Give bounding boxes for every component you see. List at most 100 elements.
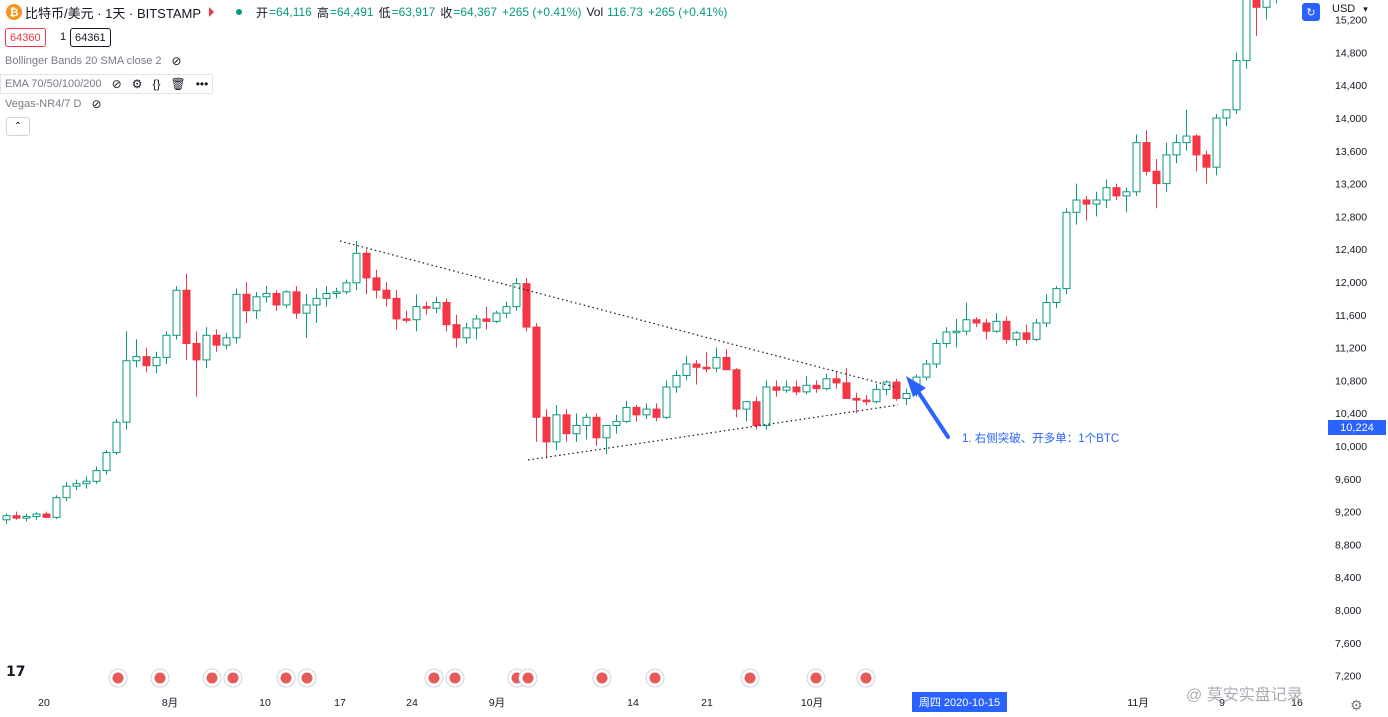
low-label: 低 [378,5,391,20]
more-icon[interactable]: ••• [195,77,209,91]
candle [692,359,701,385]
candle [252,291,261,319]
candle [162,331,171,364]
buy-button[interactable]: 64361 [70,28,111,47]
vol-label: Vol [586,5,604,19]
currency-label: USD [1332,3,1356,15]
candle [842,368,851,399]
flag-marker-icon [154,672,166,684]
price-tick-label: 11,200 [1335,343,1366,355]
candle [1012,331,1021,346]
price-tick-label: 12,400 [1335,244,1367,256]
candle [362,249,371,295]
price-tick-label: 7,600 [1335,638,1361,650]
price-tick-label: 14,000 [1335,113,1367,125]
candle [1262,0,1271,20]
candle [1276,0,1277,4]
candle [142,347,151,373]
low-value: =63,917 [391,5,436,19]
time-tick-label: 14 [627,697,639,709]
candle [152,351,161,374]
candle [932,339,941,369]
flag-icon[interactable] [209,7,214,17]
candle [332,287,341,299]
candle [742,400,751,422]
candle [1002,316,1011,344]
flag-marker-icon [112,672,124,684]
candle [522,277,531,332]
trash-icon[interactable]: 🗑 [170,77,186,91]
symbol-title[interactable]: 比特币/美元 · 1天 · BITSTAMP [25,5,201,21]
settings-icon[interactable]: ⚙ [131,77,143,91]
watermark: @ 莫安实盘记录 [1186,687,1303,704]
eye-off-icon[interactable]: ⊘ [91,97,102,111]
time-tick-label: 9 [1219,697,1225,709]
candle [1192,134,1201,172]
tradingview-logo[interactable]: 17 [6,664,26,680]
candle [122,331,131,430]
candle [812,380,821,393]
candle [562,409,571,442]
candle [372,269,381,299]
candle [1142,130,1151,176]
high-value: =64,491 [329,5,374,19]
candle [722,349,731,371]
gear-icon[interactable]: ⚙ [1350,697,1363,713]
candle [642,403,651,419]
flag-marker-icon [227,672,239,684]
candle [352,241,361,291]
candle [1032,318,1041,342]
trade-annotation[interactable]: 1. 右侧突破、开多单：1个BTC [962,433,1120,445]
indicator-label: Bollinger Bands 20 SMA close 2 [5,55,162,67]
flag-marker-icon [860,672,872,684]
price-tick-label: 9,600 [1335,474,1361,486]
candle [1172,134,1181,164]
price-axis[interactable]: 15,200 14,800 14,400 14,000 13,600 13,200 12,8… [1335,15,1367,683]
candle [102,450,111,475]
candle [202,327,211,369]
time-tick-label: 11月 [1127,697,1148,709]
code-icon[interactable]: {} [152,77,161,91]
candle [62,482,71,501]
candle [182,273,191,360]
candle [892,378,901,401]
sell-button[interactable]: 64360 [5,28,46,47]
time-axis[interactable]: 20 8月 10 17 24 9月 14 21 10月 11月 9 16 [38,697,1303,709]
candle [652,403,661,422]
candle [22,514,31,522]
symbol-header: ₿ 比特币/美元 · 1天 · BITSTAMP 开 =64,116 高 =64… [0,0,732,24]
eye-off-icon[interactable]: ⊘ [171,54,182,68]
change-value: +265 (+0.41%) [502,5,582,19]
price-tick-label: 10,000 [1335,441,1367,453]
candle [132,339,141,368]
price-tick-label: 12,000 [1335,277,1367,289]
indicator-ema[interactable]: EMA 70/50/100/200 ⊘ ⚙ {} 🗑 ••• [0,74,214,94]
candle [492,310,501,323]
candle-series [2,0,1277,524]
candle [682,355,691,381]
sync-icon[interactable]: ↻ [1302,3,1320,21]
candle [622,400,631,424]
candle [222,332,231,350]
candle [832,372,841,389]
candle [1242,0,1251,69]
candle [1222,109,1231,127]
time-tick-label: 10 [259,697,271,709]
candle [282,290,291,309]
candle [792,380,801,396]
eye-off-icon[interactable]: ⊘ [111,77,122,91]
candle [852,392,861,414]
candle [392,290,401,330]
candle [1212,113,1221,176]
candle [1062,208,1071,295]
flag-marker-icon [810,672,822,684]
collapse-indicators-button[interactable]: ⌃ [6,117,30,136]
candle [272,290,281,311]
candle [582,413,591,440]
indicator-vegas[interactable]: Vegas-NR4/7 D ⊘ [5,97,102,111]
price-tick-label: 10,800 [1335,375,1367,387]
candle [502,301,511,319]
indicator-bollinger[interactable]: Bollinger Bands 20 SMA close 2 ⊘ [5,54,182,68]
currency-selector[interactable]: USD ▾ [1332,3,1368,15]
